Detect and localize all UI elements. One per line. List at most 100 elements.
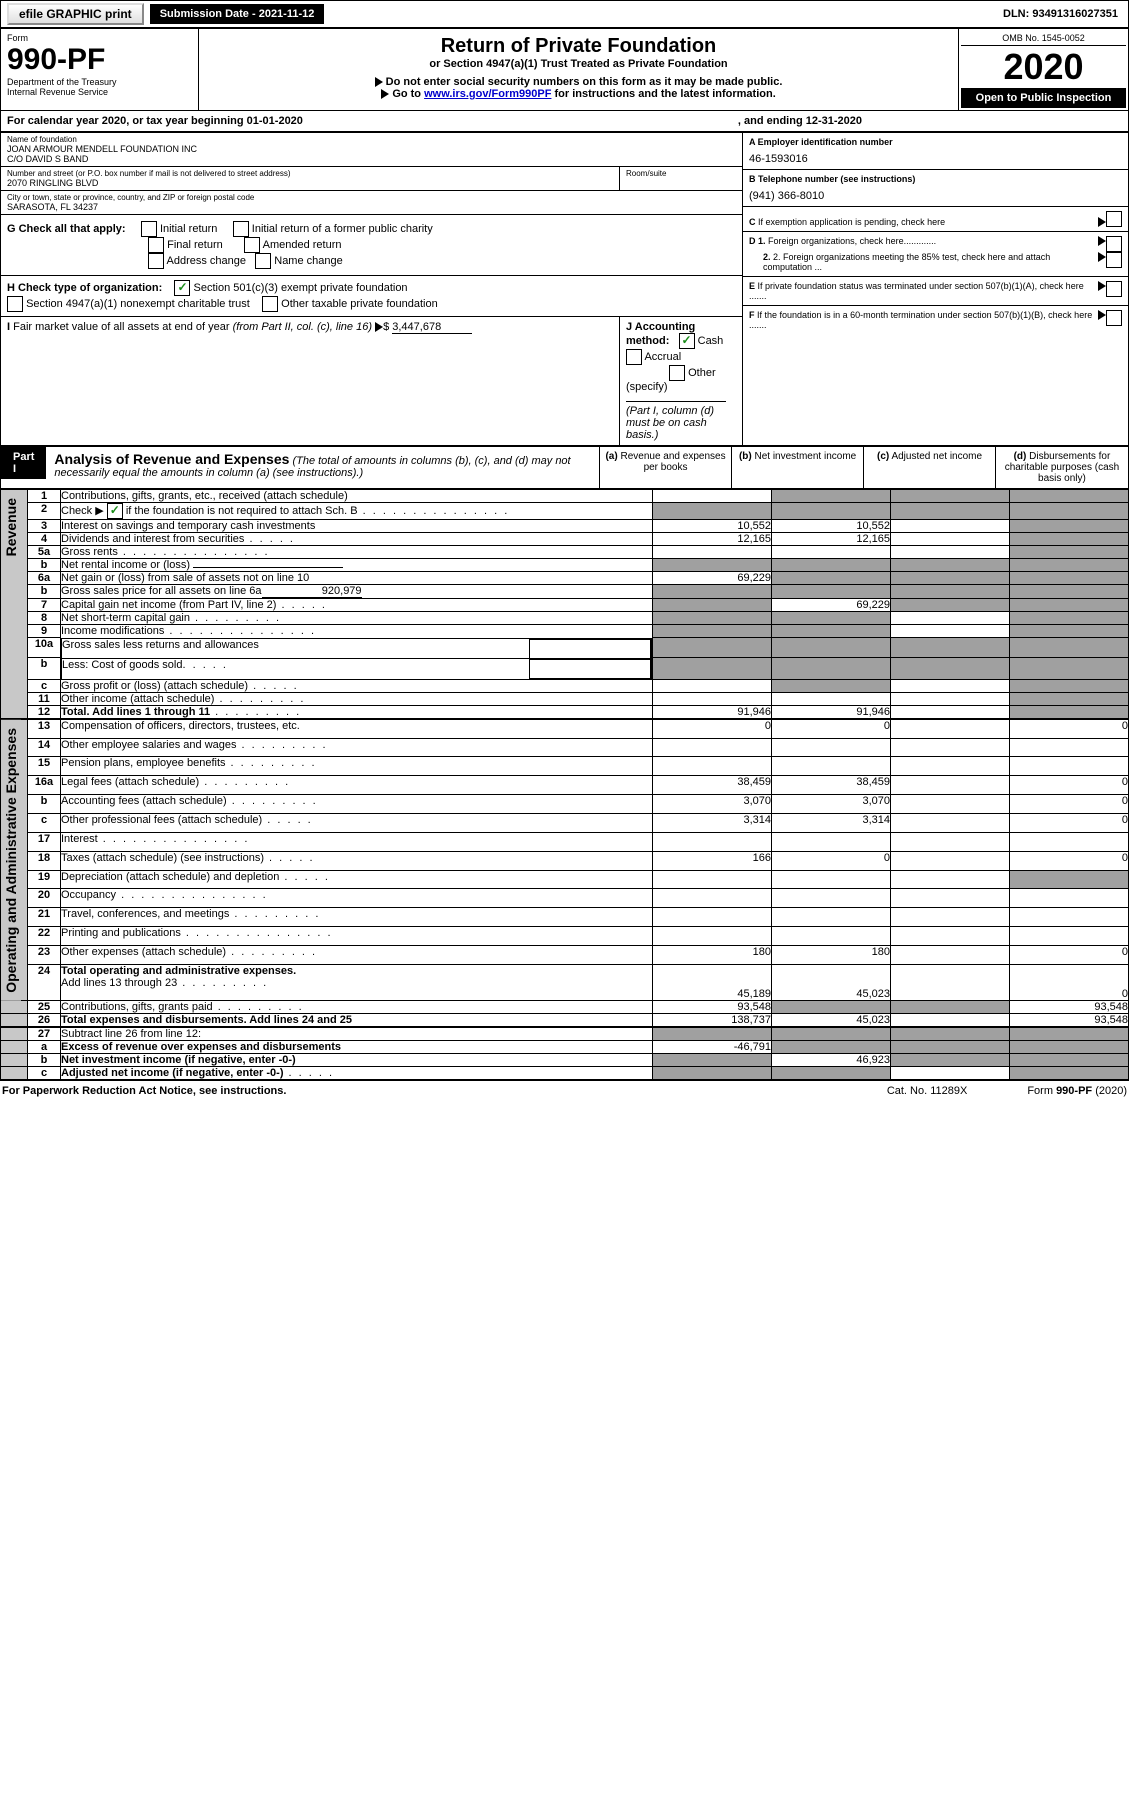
ln-4: 4 [28,533,61,546]
ln-1: 1 [28,490,61,503]
amt-7b: 69,229 [772,599,891,612]
j-accrual-checkbox[interactable] [626,349,642,365]
ln-8: 8 [28,612,61,625]
ln-16b: b [28,795,61,814]
ln-5b: b [28,559,61,572]
row-4: 4 Dividends and interest from securities… [1,533,1129,546]
row-15: 15 Pension plans, employee benefits [1,757,1129,776]
arrow-icon [1098,252,1106,262]
ln-19: 19 [28,870,61,889]
ln-26: 26 [28,1014,61,1028]
amt-16b-a: 3,070 [653,795,772,814]
amt-25a: 93,548 [653,1001,772,1014]
row-16b: b Accounting fees (attach schedule) 3,07… [1,795,1129,814]
j-note: (Part I, column (d) must be on cash basi… [626,405,714,441]
tel-value: (941) 366-8010 [749,190,1122,202]
row-19: 19 Depreciation (attach schedule) and de… [1,870,1129,889]
amt-24d: 0 [1010,964,1129,1000]
row-9: 9 Income modifications [1,625,1129,638]
desc-16a: Legal fees (attach schedule) [61,776,199,788]
g-o3: Final return [167,239,223,251]
desc-22: Printing and publications [61,927,181,939]
part1-label: Part I [1,447,46,479]
amt-23a: 180 [653,946,772,965]
row-10c: c Gross profit or (loss) (attach schedul… [1,679,1129,692]
identity-block: Name of foundation JOAN ARMOUR MENDELL F… [0,132,1129,446]
g-o6: Name change [274,255,343,267]
d1-text: Foreign organizations, check here [768,236,904,246]
form-label: Form [7,33,192,43]
goto2: for instructions and the latest informat… [551,88,775,100]
efile-btn-inner[interactable]: efile GRAPHIC print [7,3,144,25]
goto1: Go to [392,88,424,100]
f-checkbox[interactable] [1106,310,1122,326]
arrow-icon [1098,217,1106,227]
desc-7: Capital gain net income (from Part IV, l… [61,599,276,611]
inline-6b: 920,979 [262,585,362,598]
ln-10a: 10a [28,638,61,658]
row-23: 23 Other expenses (attach schedule) 180 … [1,946,1129,965]
arrow-icon [1098,281,1106,291]
open-inspection: Open to Public Inspection [961,88,1126,108]
amt-13b: 0 [772,719,891,739]
ln-16a: 16a [28,776,61,795]
amt-3a: 10,552 [653,520,772,533]
e-text: If private foundation status was termina… [758,281,1084,291]
ln-9: 9 [28,625,61,638]
desc-5a: Gross rents [61,546,118,558]
g-final-checkbox[interactable] [148,237,164,253]
g-amended-checkbox[interactable] [244,237,260,253]
arrow-icon [1098,310,1106,320]
footer-left: For Paperwork Reduction Act Notice, see … [2,1085,286,1097]
desc-27: Subtract line 26 from line 12: [61,1027,653,1041]
row-5b: b Net rental income or (loss) [1,559,1129,572]
footer-mid: Cat. No. 11289X [887,1085,968,1097]
h-4947-checkbox[interactable] [7,296,23,312]
col-c: (c) [877,451,889,462]
col-d: (d) [1014,451,1027,462]
row-16a: 16a Legal fees (attach schedule) 38,459 … [1,776,1129,795]
j-other-line [626,401,726,402]
efile-print-button[interactable]: efile GRAPHIC print [1,1,150,27]
d1-checkbox[interactable] [1106,236,1122,252]
amt-1a [653,490,772,503]
c-checkbox[interactable] [1106,211,1122,227]
amt-26a: 138,737 [653,1014,772,1028]
e-checkbox[interactable] [1106,281,1122,297]
desc-4: Dividends and interest from securities [61,533,244,545]
desc-11: Other income (attach schedule) [61,693,214,705]
ln-3: 3 [28,520,61,533]
g-name-checkbox[interactable] [255,253,271,269]
g-initial-checkbox[interactable] [141,221,157,237]
h-o1: Section 501(c)(3) exempt private foundat… [194,282,408,294]
ln-11: 11 [28,692,61,705]
d2-checkbox[interactable] [1106,252,1122,268]
schb-checkbox[interactable]: ✓ [107,503,123,519]
desc-10c: Gross profit or (loss) (attach schedule) [61,680,248,692]
g-address-checkbox[interactable] [148,253,164,269]
f-text: If the foundation is in a 60-month termi… [757,310,1092,320]
form-title: Return of Private Foundation [205,35,952,58]
amt-16c-b: 3,314 [772,814,891,833]
irs-link[interactable]: www.irs.gov/Form990PF [424,88,551,100]
c-text: If exemption application is pending, che… [758,217,945,227]
ln-20: 20 [28,889,61,908]
j-cash-checkbox[interactable]: ✓ [679,333,695,349]
h-other-checkbox[interactable] [262,296,278,312]
addr-value: 2070 RINGLING BLVD [7,178,613,188]
j-other-checkbox[interactable] [669,365,685,381]
row-21: 21 Travel, conferences, and meetings [1,908,1129,927]
amt-16a-b: 38,459 [772,776,891,795]
row-18: 18 Taxes (attach schedule) (see instruct… [1,851,1129,870]
row-22: 22 Printing and publications [1,927,1129,946]
g-initial-public-checkbox[interactable] [233,221,249,237]
desc-20: Occupancy [61,889,116,901]
desc-24: Total operating and administrative expen… [61,965,296,977]
dept-line: Department of the Treasury Internal Reve… [7,77,192,97]
amt-1c [891,490,1010,503]
ln-5a: 5a [28,546,61,559]
h-501c3-checkbox[interactable]: ✓ [174,280,190,296]
city-value: SARASOTA, FL 34237 [7,202,736,212]
ein-value: 46-1593016 [749,153,1122,165]
row-17: 17 Interest [1,832,1129,851]
